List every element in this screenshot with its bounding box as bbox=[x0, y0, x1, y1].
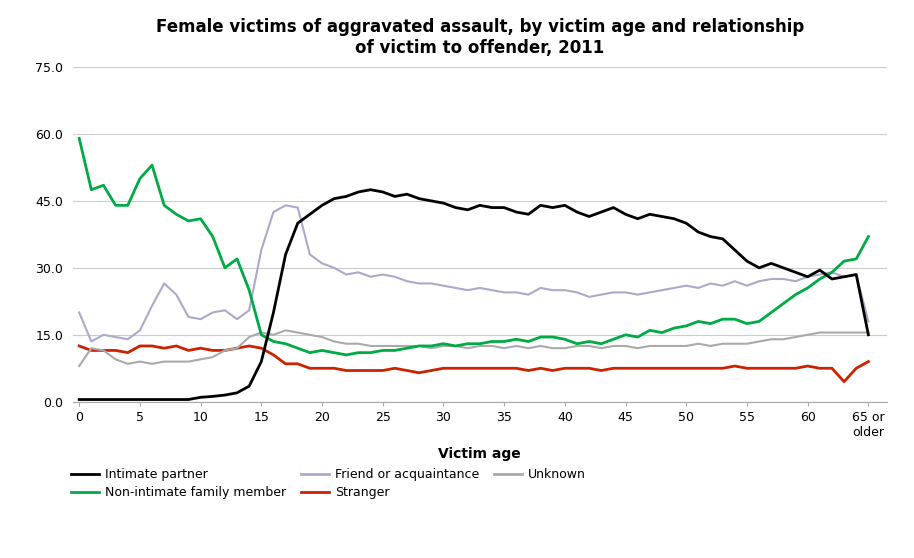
X-axis label: Victim age: Victim age bbox=[439, 447, 521, 461]
Legend: Intimate partner, Non-intimate family member, Friend or acquaintance, Stranger, : Intimate partner, Non-intimate family me… bbox=[71, 468, 586, 499]
Title: Female victims of aggravated assault, by victim age and relationship
of victim t: Female victims of aggravated assault, by… bbox=[155, 18, 804, 57]
